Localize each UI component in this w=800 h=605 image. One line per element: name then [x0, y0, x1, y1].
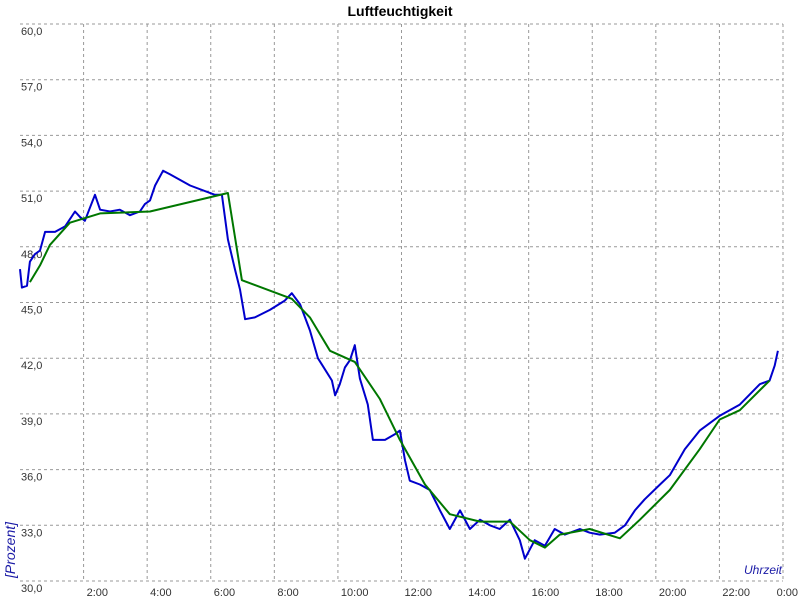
x-tick-label: 10:00	[341, 587, 369, 599]
x-tick-label: 6:00	[214, 587, 235, 599]
x-tick-label: 22:00	[722, 587, 750, 599]
x-tick-label: 14:00	[468, 587, 496, 599]
y-tick-label: 36,0	[21, 472, 42, 484]
data-line	[19, 169, 779, 560]
data-line	[29, 192, 771, 549]
y-tick-label: 39,0	[21, 416, 42, 428]
x-tick-label: 0:00	[777, 587, 798, 599]
y-tick-label: 60,0	[21, 26, 42, 38]
y-axis-label: [Prozent]	[2, 521, 18, 579]
y-tick-label: 33,0	[21, 527, 42, 539]
x-tick-label: 12:00	[405, 587, 433, 599]
x-tick-label: 2:00	[87, 587, 108, 599]
y-tick-label: 45,0	[21, 305, 42, 317]
y-tick-label: 30,0	[21, 583, 42, 595]
x-tick-label: 4:00	[150, 587, 171, 599]
x-axis-label: Uhrzeit	[744, 563, 783, 577]
y-tick-label: 42,0	[21, 360, 42, 372]
x-tick-label: 8:00	[277, 587, 298, 599]
y-tick-label: 57,0	[21, 82, 42, 94]
x-tick-label: 20:00	[659, 587, 687, 599]
x-tick-label: 18:00	[595, 587, 623, 599]
chart-title: Luftfeuchtigkeit	[348, 3, 453, 19]
y-tick-label: 51,0	[21, 193, 42, 205]
x-tick-label: 16:00	[532, 587, 560, 599]
y-tick-label: 54,0	[21, 137, 42, 149]
